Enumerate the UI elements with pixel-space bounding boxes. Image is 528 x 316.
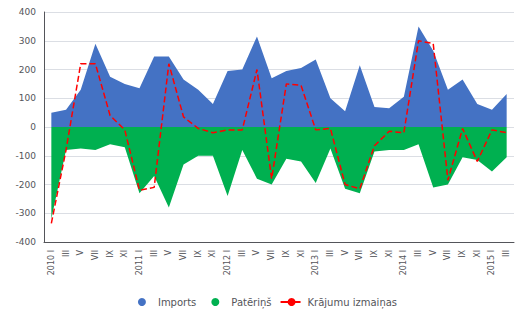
- svg-text:III: III: [62, 250, 71, 257]
- svg-text:V: V: [341, 249, 350, 255]
- svg-text:III: III: [414, 250, 423, 257]
- svg-text:III: III: [150, 250, 159, 257]
- svg-text:XI: XI: [120, 250, 129, 258]
- svg-text:2010 I: 2010 I: [47, 250, 56, 275]
- svg-text:III: III: [238, 250, 247, 257]
- svg-text:XI: XI: [208, 250, 217, 258]
- svg-text:V: V: [164, 249, 173, 255]
- svg-text:2013 I: 2013 I: [311, 250, 320, 275]
- svg-text:IX: IX: [458, 249, 467, 257]
- svg-text:0: 0: [30, 122, 36, 132]
- svg-text:-200: -200: [16, 180, 37, 190]
- svg-text:V: V: [252, 249, 261, 255]
- svg-text:XI: XI: [297, 250, 306, 258]
- svg-text:2014 I: 2014 I: [399, 250, 408, 275]
- svg-text:-300: -300: [16, 208, 37, 218]
- svg-text:Imports: Imports: [158, 297, 196, 308]
- svg-text:XI: XI: [473, 250, 482, 258]
- svg-text:2015 I: 2015 I: [487, 250, 496, 275]
- svg-text:400: 400: [19, 7, 36, 17]
- svg-text:-400: -400: [16, 237, 37, 247]
- svg-text:IX: IX: [282, 249, 291, 257]
- svg-text:-100: -100: [16, 151, 37, 161]
- svg-text:XI: XI: [385, 250, 394, 258]
- svg-text:IX: IX: [106, 249, 115, 257]
- svg-text:V: V: [429, 249, 438, 255]
- svg-text:VII: VII: [91, 250, 100, 260]
- svg-text:III: III: [326, 250, 335, 257]
- svg-text:VII: VII: [355, 250, 364, 260]
- svg-text:2011 I: 2011 I: [135, 250, 144, 275]
- svg-text:III: III: [502, 250, 511, 257]
- svg-text:VII: VII: [179, 250, 188, 260]
- svg-text:VII: VII: [267, 250, 276, 260]
- svg-text:VII: VII: [443, 250, 452, 260]
- svg-text:300: 300: [19, 36, 36, 46]
- svg-text:Patēriņš: Patēriņš: [231, 297, 271, 309]
- svg-text:IX: IX: [370, 249, 379, 257]
- svg-text:200: 200: [19, 65, 36, 75]
- svg-text:2012 I: 2012 I: [223, 250, 232, 275]
- svg-text:Krājumu izmaiņas: Krājumu izmaiņas: [308, 297, 398, 309]
- svg-text:100: 100: [19, 93, 36, 103]
- svg-text:V: V: [76, 249, 85, 255]
- svg-text:IX: IX: [194, 249, 203, 257]
